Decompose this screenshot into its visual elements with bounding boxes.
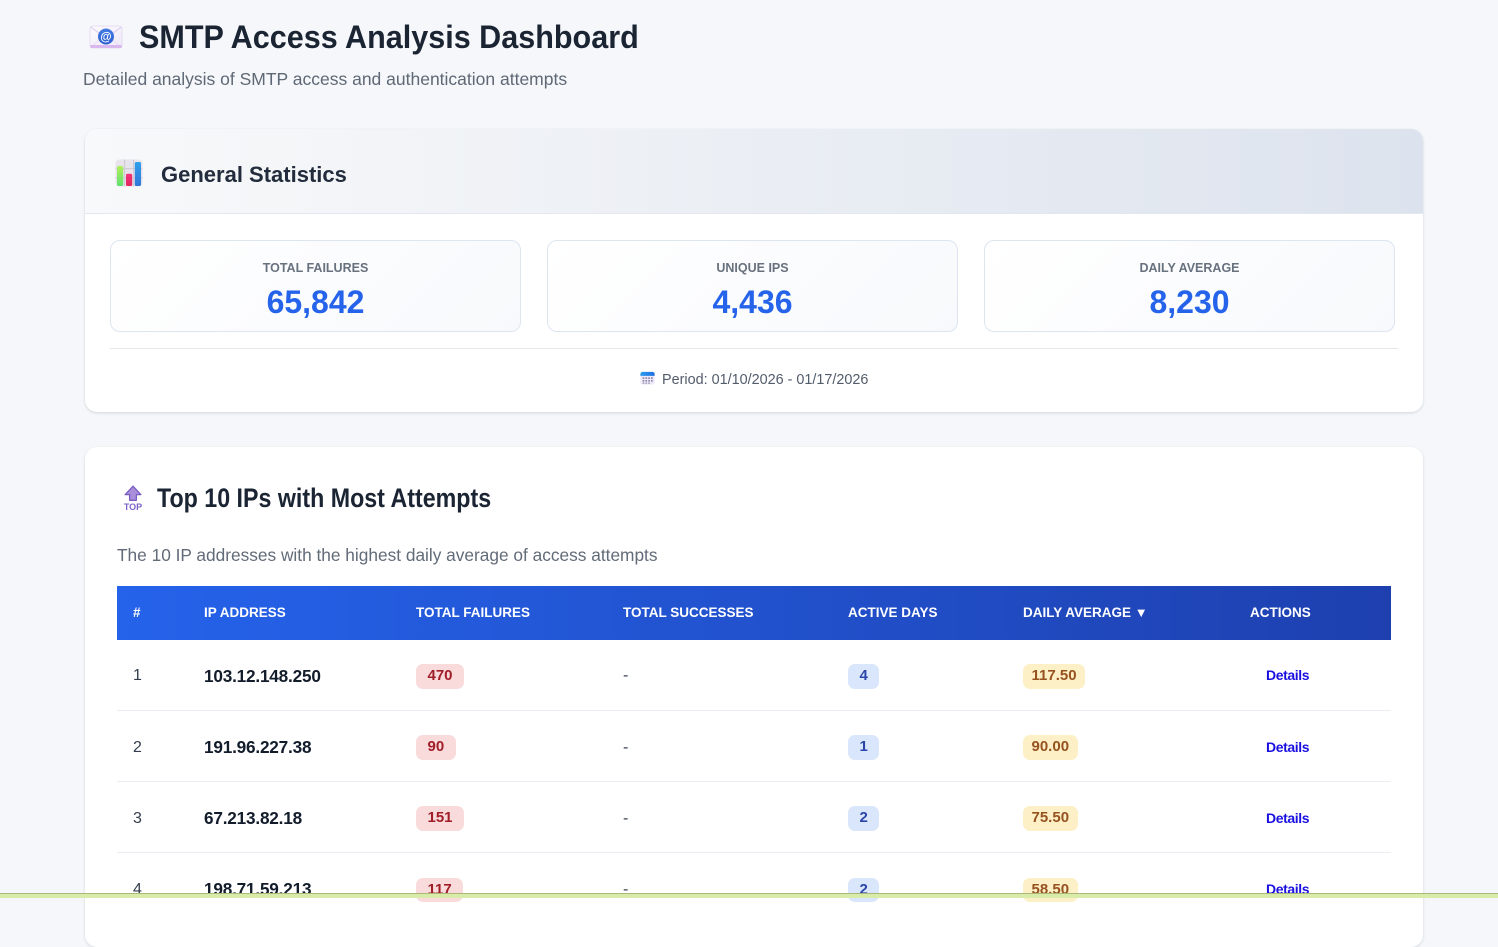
svg-text:@: @ [100,32,111,44]
svg-text:TOP: TOP [124,502,142,512]
